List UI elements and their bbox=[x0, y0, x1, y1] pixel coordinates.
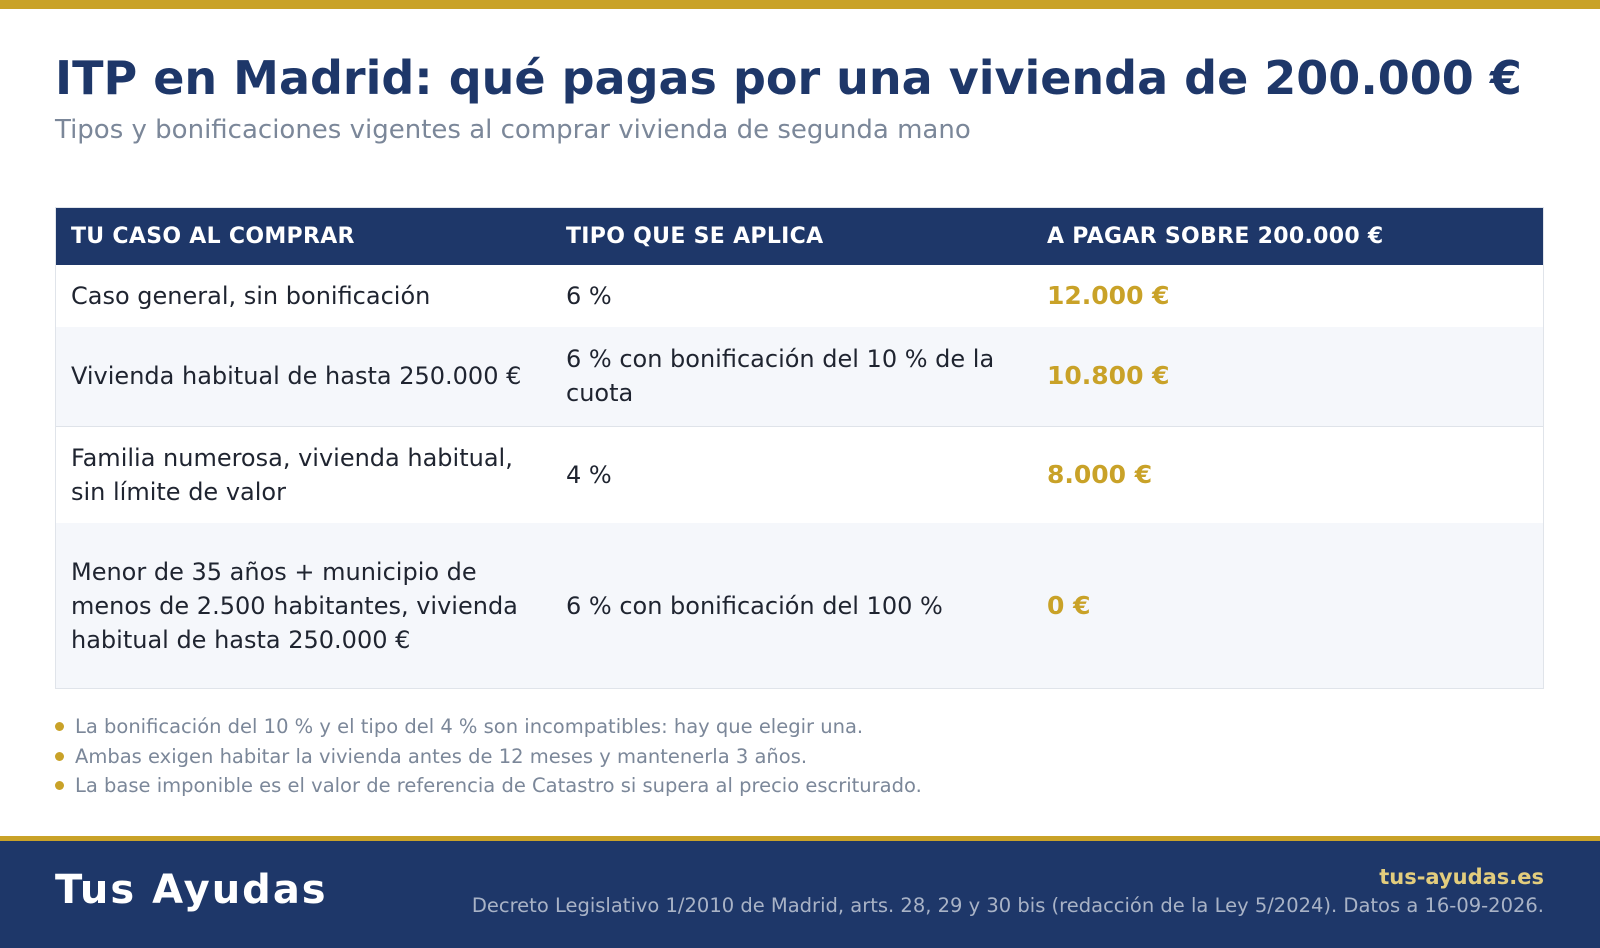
bullet-dot-icon bbox=[55, 722, 64, 731]
amount-cell: 12.000 € bbox=[1047, 281, 1170, 310]
tax-table-grid: TU CASO AL COMPRAR TIPO QUE SE APLICA A … bbox=[56, 208, 1543, 688]
footnote-item: La bonificación del 10 % y el tipo del 4… bbox=[55, 712, 922, 742]
amount-cell: 8.000 € bbox=[1047, 459, 1153, 489]
rate-cell: 6 % bbox=[566, 282, 612, 310]
bullet-dot-icon bbox=[55, 781, 64, 790]
amount-cell: 0 € bbox=[1047, 590, 1091, 620]
footnote-text: La base imponible es el valor de referen… bbox=[75, 774, 922, 797]
table-header-row: TU CASO AL COMPRAR TIPO QUE SE APLICA A … bbox=[56, 208, 1543, 265]
top-accent-bar bbox=[0, 0, 1600, 9]
case-cell: Menor de 35 años + municipio de menos de… bbox=[71, 557, 518, 654]
rate-cell: 6 % con bonificación del 100 % bbox=[566, 591, 943, 620]
table-row: Familia numerosa, vivienda habitual, sin… bbox=[56, 426, 1543, 523]
column-header-amount: A PAGAR SOBRE 200.000 € bbox=[1047, 224, 1384, 249]
footnotes-list: La bonificación del 10 % y el tipo del 4… bbox=[55, 712, 922, 801]
column-header-rate: TIPO QUE SE APLICA bbox=[566, 224, 824, 249]
table-row: Caso general, sin bonificación 6 % 12.00… bbox=[56, 265, 1543, 327]
case-cell: Caso general, sin bonificación bbox=[71, 282, 431, 310]
table-header: TU CASO AL COMPRAR TIPO QUE SE APLICA A … bbox=[56, 208, 1543, 265]
footnote-text: Ambas exigen habitar la vivienda antes d… bbox=[75, 744, 808, 768]
bullet-dot-icon bbox=[55, 751, 64, 761]
table-row: Menor de 35 años + municipio de menos de… bbox=[56, 523, 1543, 688]
site-link[interactable]: tus-ayudas.es bbox=[1379, 865, 1544, 889]
table-body: Caso general, sin bonificación 6 % 12.00… bbox=[56, 265, 1543, 688]
footnote-item: Ambas exigen habitar la vivienda antes d… bbox=[55, 742, 922, 772]
brand-logo: Tus Ayudas bbox=[55, 867, 328, 913]
table-row: Vivienda habitual de hasta 250.000 € 6 %… bbox=[56, 327, 1543, 426]
footer-bar: Tus Ayudas tus-ayudas.es Decreto Legisla… bbox=[0, 836, 1600, 948]
page-subtitle: Tipos y bonificaciones vigentes al compr… bbox=[55, 115, 971, 145]
source-citation: Decreto Legislativo 1/2010 de Madrid, ar… bbox=[471, 894, 1544, 917]
case-cell: Familia numerosa, vivienda habitual, sin… bbox=[71, 443, 513, 506]
rate-cell: 4 % bbox=[566, 460, 612, 489]
column-header-case: TU CASO AL COMPRAR bbox=[71, 224, 355, 249]
tax-table: TU CASO AL COMPRAR TIPO QUE SE APLICA A … bbox=[55, 207, 1544, 689]
footnote-item: La base imponible es el valor de referen… bbox=[55, 771, 922, 801]
rate-cell: 6 % con bonificación del 10 % de la cuot… bbox=[566, 345, 995, 408]
case-cell: Vivienda habitual de hasta 250.000 € bbox=[71, 362, 522, 391]
page-title: ITP en Madrid: qué pagas por una viviend… bbox=[55, 51, 1522, 105]
amount-cell: 10.800 € bbox=[1047, 361, 1170, 391]
footnote-text: La bonificación del 10 % y el tipo del 4… bbox=[75, 715, 864, 738]
